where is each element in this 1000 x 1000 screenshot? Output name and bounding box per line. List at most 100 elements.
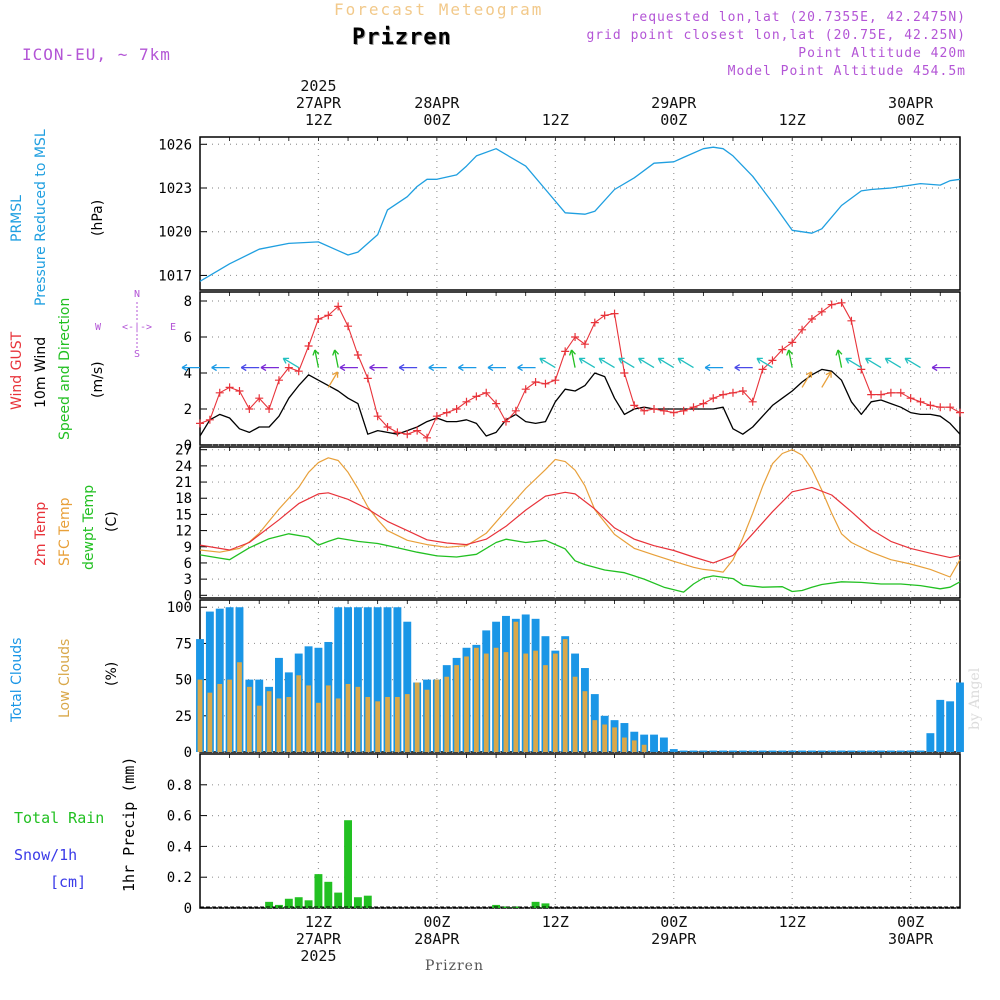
total-cloud-bar	[393, 607, 402, 752]
time-label: 00Z 30APR	[871, 914, 951, 965]
gust-marker	[877, 390, 886, 399]
rain-bar	[541, 903, 550, 908]
gust-marker	[719, 390, 728, 399]
gust-marker	[906, 394, 915, 403]
y-tick-label-temperature: 9	[184, 540, 192, 556]
model-name: ICON-EU, ~ 7km	[22, 45, 171, 64]
gust-marker	[255, 394, 264, 403]
total-cloud-bar	[926, 733, 935, 752]
wind-arrow-head	[618, 357, 625, 364]
gust-marker	[590, 318, 599, 327]
time-label-line3: 00Z	[660, 111, 688, 129]
rain-bar	[531, 901, 540, 908]
rain-bar	[314, 874, 323, 908]
low-cloud-bar	[207, 692, 213, 752]
wind-arrow-head	[568, 349, 576, 356]
snow-legend: Snow/1h	[14, 846, 78, 864]
panel-frame-precip	[199, 753, 961, 909]
total-cloud-bar	[373, 607, 382, 752]
low-cloud-bar	[523, 653, 529, 752]
gust-marker	[728, 388, 737, 397]
wind-direction-arrow	[618, 357, 635, 369]
total-cloud-bar	[778, 750, 787, 752]
gust-marker	[916, 397, 925, 406]
y-tick-label-clouds: 100	[167, 600, 192, 616]
gust-marker	[304, 342, 313, 350]
time-label-line3: 12Z	[541, 111, 569, 129]
wind-direction-arrow	[334, 349, 339, 368]
low-cloud-bar	[217, 683, 223, 752]
wind-arrow-head	[282, 357, 290, 364]
wind-arrow-head	[734, 364, 741, 372]
low-cloud-bar	[454, 665, 459, 752]
y-tick-label-wind: 2	[184, 402, 192, 418]
time-label: 00Z 29APR	[634, 914, 714, 965]
wind-direction-arrow	[885, 357, 902, 369]
y-tick-label-pressure: 1023	[158, 181, 192, 197]
wind-arrow-head	[211, 364, 217, 372]
compass-w: W	[95, 322, 102, 333]
total-cloud-bar	[857, 750, 866, 752]
y-tick-label-wind: 8	[184, 294, 192, 310]
pressure-line	[199, 146, 961, 282]
wind-direction-arrow	[598, 357, 615, 369]
wind-arrow-head	[598, 357, 605, 364]
y-tick-label-precip: 0.6	[167, 809, 192, 825]
wind-direction-arrow	[677, 357, 694, 369]
low-cloud-bar	[572, 676, 578, 752]
time-label: 28APR 00Z	[397, 78, 477, 129]
total-cloud-bar	[314, 647, 323, 752]
gust-marker	[482, 388, 491, 397]
rain-bar	[275, 904, 283, 908]
total-cloud-bar	[946, 701, 955, 752]
wind-direction-arrow	[904, 357, 921, 369]
gust-marker	[423, 433, 432, 442]
gust-marker	[383, 423, 392, 431]
panel-frame-pressure	[199, 136, 961, 291]
total-cloud-bar	[353, 607, 362, 752]
y-tick-label-clouds: 25	[175, 709, 192, 725]
low-cloud-bar	[493, 647, 499, 752]
wind-arrow-head	[398, 364, 405, 372]
wind-arrow-head	[657, 357, 665, 364]
time-label-line2: 29APR	[651, 94, 697, 112]
wind-direction-arrow	[788, 349, 793, 368]
gust-marker	[798, 325, 807, 334]
gust-marker	[413, 426, 422, 435]
time-label-line3: 12Z	[778, 111, 806, 129]
total-cloud-bar	[334, 607, 343, 752]
panel-frame-clouds	[199, 599, 961, 753]
gust-marker	[886, 388, 895, 397]
wind-arrow-head	[339, 364, 346, 372]
total-cloud-bar	[650, 734, 658, 752]
y-tick-label-clouds: 0	[184, 745, 192, 761]
low-cloud-bar	[316, 702, 321, 752]
wind-arrow-head	[312, 349, 320, 356]
wind-arrow-head	[786, 349, 794, 356]
y-tick-label-precip: 0.4	[167, 839, 192, 855]
total-cloud-bar	[807, 750, 816, 752]
wind-direction-arrow	[657, 357, 675, 369]
low-cloud-bar	[641, 744, 647, 752]
low-cloud-bar	[296, 675, 302, 752]
low-cloud-bar	[631, 740, 637, 752]
gust-marker	[630, 401, 639, 410]
gust-marker	[215, 388, 224, 397]
gust-marker	[620, 369, 629, 377]
y-tick-label-wind: 0	[184, 438, 192, 454]
total-cloud-bar	[817, 750, 826, 752]
low-cloud-bar	[246, 686, 252, 752]
meteogram-title: Forecast Meteogram	[334, 0, 544, 19]
wind-direction-arrow	[579, 357, 596, 369]
wind-direction-arrow	[756, 357, 773, 369]
wind-arrow-head	[487, 364, 494, 372]
gust-marker	[314, 315, 323, 323]
low-cloud-bar	[335, 698, 341, 752]
low-cloud-bar	[434, 679, 440, 752]
y-tick-label-wind: 6	[184, 330, 192, 346]
gust-marker	[265, 405, 274, 413]
gust-marker	[393, 428, 402, 437]
low-cloud-bar	[365, 696, 371, 752]
wind-arrow-head	[904, 357, 911, 364]
